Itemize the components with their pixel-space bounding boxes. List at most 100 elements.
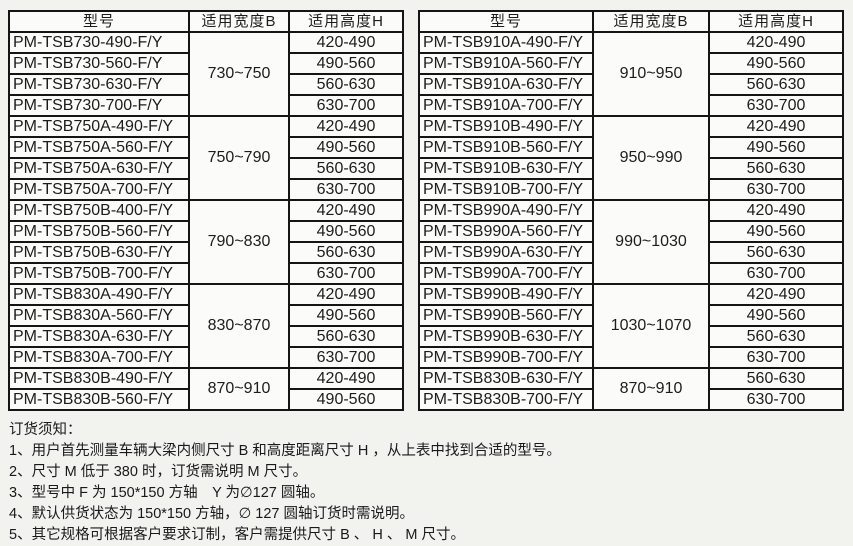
height-range-cell: 560-630 — [708, 157, 844, 180]
model-cell: PM-TSB990A-700-F/Y — [418, 262, 594, 285]
model-cell: PM-TSB990A-560-F/Y — [418, 220, 594, 243]
note-line: 3、型号中 F 为 150*150 方轴 Y 为∅127 圆轴。 — [9, 485, 325, 501]
model-cell: PM-TSB830A-490-F/Y — [8, 283, 190, 306]
width-range-cell: 730~750 — [188, 31, 290, 117]
width-range-cell: 870~910 — [188, 367, 290, 411]
table-row: PM-TSB730-490-F/Y 730~750 420-490 — [8, 31, 404, 117]
spec-table-left: 型号 适用宽度B 适用高度H PM-TSB730-490-F/Y 730~750 420-… — [8, 10, 404, 411]
table-row: PM-TSB750A-490-F/Y 750~790 420-490 — [8, 115, 404, 201]
column-header: 适用高度H — [708, 10, 844, 33]
model-cell: PM-TSB910B-630-F/Y — [418, 157, 594, 180]
table-row: PM-TSB990B-490-F/Y 1030~1070 420-490 — [418, 283, 844, 369]
table-row: PM-TSB750B-400-F/Y 790~830 420-490 — [8, 199, 404, 285]
column-header: 型号 — [8, 10, 190, 33]
model-cell: PM-TSB830B-700-F/Y — [418, 388, 594, 411]
height-range-cell: 560-630 — [288, 73, 404, 96]
order-notes: 订货须知： 1、用户首先测量车辆大梁内侧尺寸 B 和高度距离尺寸 H ，从上表中… — [0, 411, 853, 546]
height-range-cell: 560-630 — [708, 325, 844, 348]
model-cell: PM-TSB990B-700-F/Y — [418, 346, 594, 369]
width-range-cell: 870~910 — [592, 367, 710, 411]
model-cell: PM-TSB990B-560-F/Y — [418, 304, 594, 327]
height-range-cell: 490-560 — [708, 304, 844, 327]
height-range-cell: 490-560 — [288, 304, 404, 327]
height-range-cell: 560-630 — [288, 157, 404, 180]
note-line: 4、默认供货状态为 150*150 方轴，∅ 127 圆轴订货时需说明。 — [9, 506, 415, 522]
table-row: PM-TSB830A-630-F/Y 560-630 — [8, 325, 404, 348]
model-cell: PM-TSB910B-560-F/Y — [418, 136, 594, 159]
model-cell: PM-TSB750B-400-F/Y — [8, 199, 190, 222]
height-range-cell: 420-490 — [288, 31, 404, 54]
width-range-cell: 750~790 — [188, 115, 290, 201]
height-range-cell: 420-490 — [708, 115, 844, 138]
height-range-cell: 420-490 — [288, 367, 404, 390]
height-range-cell: 490-560 — [708, 220, 844, 243]
model-cell: PM-TSB910A-700-F/Y — [418, 94, 594, 117]
model-cell: PM-TSB730-700-F/Y — [8, 94, 190, 117]
height-range-cell: 630-700 — [708, 388, 844, 411]
table-row: PM-TSB830A-560-F/Y 490-560 — [8, 304, 404, 327]
column-header: 适用宽度B — [188, 10, 290, 33]
height-range-cell: 630-700 — [708, 178, 844, 201]
column-header: 适用宽度B — [592, 10, 710, 33]
height-range-cell: 490-560 — [288, 52, 404, 75]
model-cell: PM-TSB730-560-F/Y — [8, 52, 190, 75]
notes-title: 订货须知： — [9, 422, 82, 438]
model-cell: PM-TSB830B-560-F/Y — [8, 388, 190, 411]
model-cell: PM-TSB750A-490-F/Y — [8, 115, 190, 138]
table-row: PM-TSB910B-560-F/Y 490-560 — [418, 136, 844, 159]
height-range-cell: 630-700 — [708, 262, 844, 285]
height-range-cell: 490-560 — [288, 220, 404, 243]
table-row: PM-TSB750A-700-F/Y 630-700 — [8, 178, 404, 201]
table-row: PM-TSB830B-630-F/Y 870~910 560-630 — [418, 367, 844, 411]
height-range-cell: 630-700 — [708, 94, 844, 117]
table-row: PM-TSB750B-630-F/Y 560-630 — [8, 241, 404, 264]
table-row: PM-TSB750B-560-F/Y 490-560 — [8, 220, 404, 243]
table-row: PM-TSB730-700-F/Y 630-700 — [8, 94, 404, 117]
model-cell: PM-TSB990A-490-F/Y — [418, 199, 594, 222]
column-header: 适用高度H — [288, 10, 404, 33]
height-range-cell: 630-700 — [288, 346, 404, 369]
table-row: PM-TSB830A-700-F/Y 630-700 — [8, 346, 404, 369]
width-range-cell: 910~950 — [592, 31, 710, 117]
height-range-cell: 630-700 — [288, 94, 404, 117]
model-cell: PM-TSB910A-560-F/Y — [418, 52, 594, 75]
height-range-cell: 560-630 — [708, 241, 844, 264]
table-row: PM-TSB830B-700-F/Y 630-700 — [418, 388, 844, 411]
model-cell: PM-TSB730-630-F/Y — [8, 73, 190, 96]
table-row: PM-TSB730-560-F/Y 490-560 — [8, 52, 404, 75]
spec-tables-row: 型号 适用宽度B 适用高度H PM-TSB730-490-F/Y 730~750 420-… — [8, 10, 844, 411]
table-row: PM-TSB990B-630-F/Y 560-630 — [418, 325, 844, 348]
table-row: PM-TSB910B-630-F/Y 560-630 — [418, 157, 844, 180]
model-cell: PM-TSB910B-490-F/Y — [418, 115, 594, 138]
header-row: 型号 适用宽度B 适用高度H — [8, 10, 404, 33]
height-range-cell: 490-560 — [288, 388, 404, 411]
height-range-cell: 630-700 — [288, 178, 404, 201]
height-range-cell: 560-630 — [708, 73, 844, 96]
note-line: 2、尺寸 M 低于 380 时，订货需说明 M 尺寸。 — [9, 464, 308, 480]
width-range-cell: 790~830 — [188, 199, 290, 285]
width-range-cell: 830~870 — [188, 283, 290, 369]
height-range-cell: 560-630 — [288, 241, 404, 264]
height-range-cell: 420-490 — [708, 31, 844, 54]
table-row: PM-TSB750B-700-F/Y 630-700 — [8, 262, 404, 285]
model-cell: PM-TSB830B-490-F/Y — [8, 367, 190, 390]
model-cell: PM-TSB830B-630-F/Y — [418, 367, 594, 390]
notes-list: 1、用户首先测量车辆大梁内侧尺寸 B 和高度距离尺寸 H ，从上表中找到合适的型… — [9, 441, 853, 546]
model-cell: PM-TSB910A-490-F/Y — [418, 31, 594, 54]
height-range-cell: 420-490 — [288, 199, 404, 222]
table-row: PM-TSB910B-490-F/Y 950~990 420-490 — [418, 115, 844, 201]
height-range-cell: 560-630 — [708, 367, 844, 390]
table-row: PM-TSB990B-700-F/Y 630-700 — [418, 346, 844, 369]
table-row: PM-TSB990A-560-F/Y 490-560 — [418, 220, 844, 243]
table-row: PM-TSB830A-490-F/Y 830~870 420-490 — [8, 283, 404, 369]
height-range-cell: 420-490 — [708, 283, 844, 306]
model-cell: PM-TSB830A-630-F/Y — [8, 325, 190, 348]
height-range-cell: 560-630 — [288, 325, 404, 348]
model-cell: PM-TSB990A-630-F/Y — [418, 241, 594, 264]
height-range-cell: 630-700 — [288, 262, 404, 285]
table-row: PM-TSB910A-560-F/Y 490-560 — [418, 52, 844, 75]
model-cell: PM-TSB990B-630-F/Y — [418, 325, 594, 348]
model-cell: PM-TSB910A-630-F/Y — [418, 73, 594, 96]
table-row: PM-TSB910A-490-F/Y 910~950 420-490 — [418, 31, 844, 117]
